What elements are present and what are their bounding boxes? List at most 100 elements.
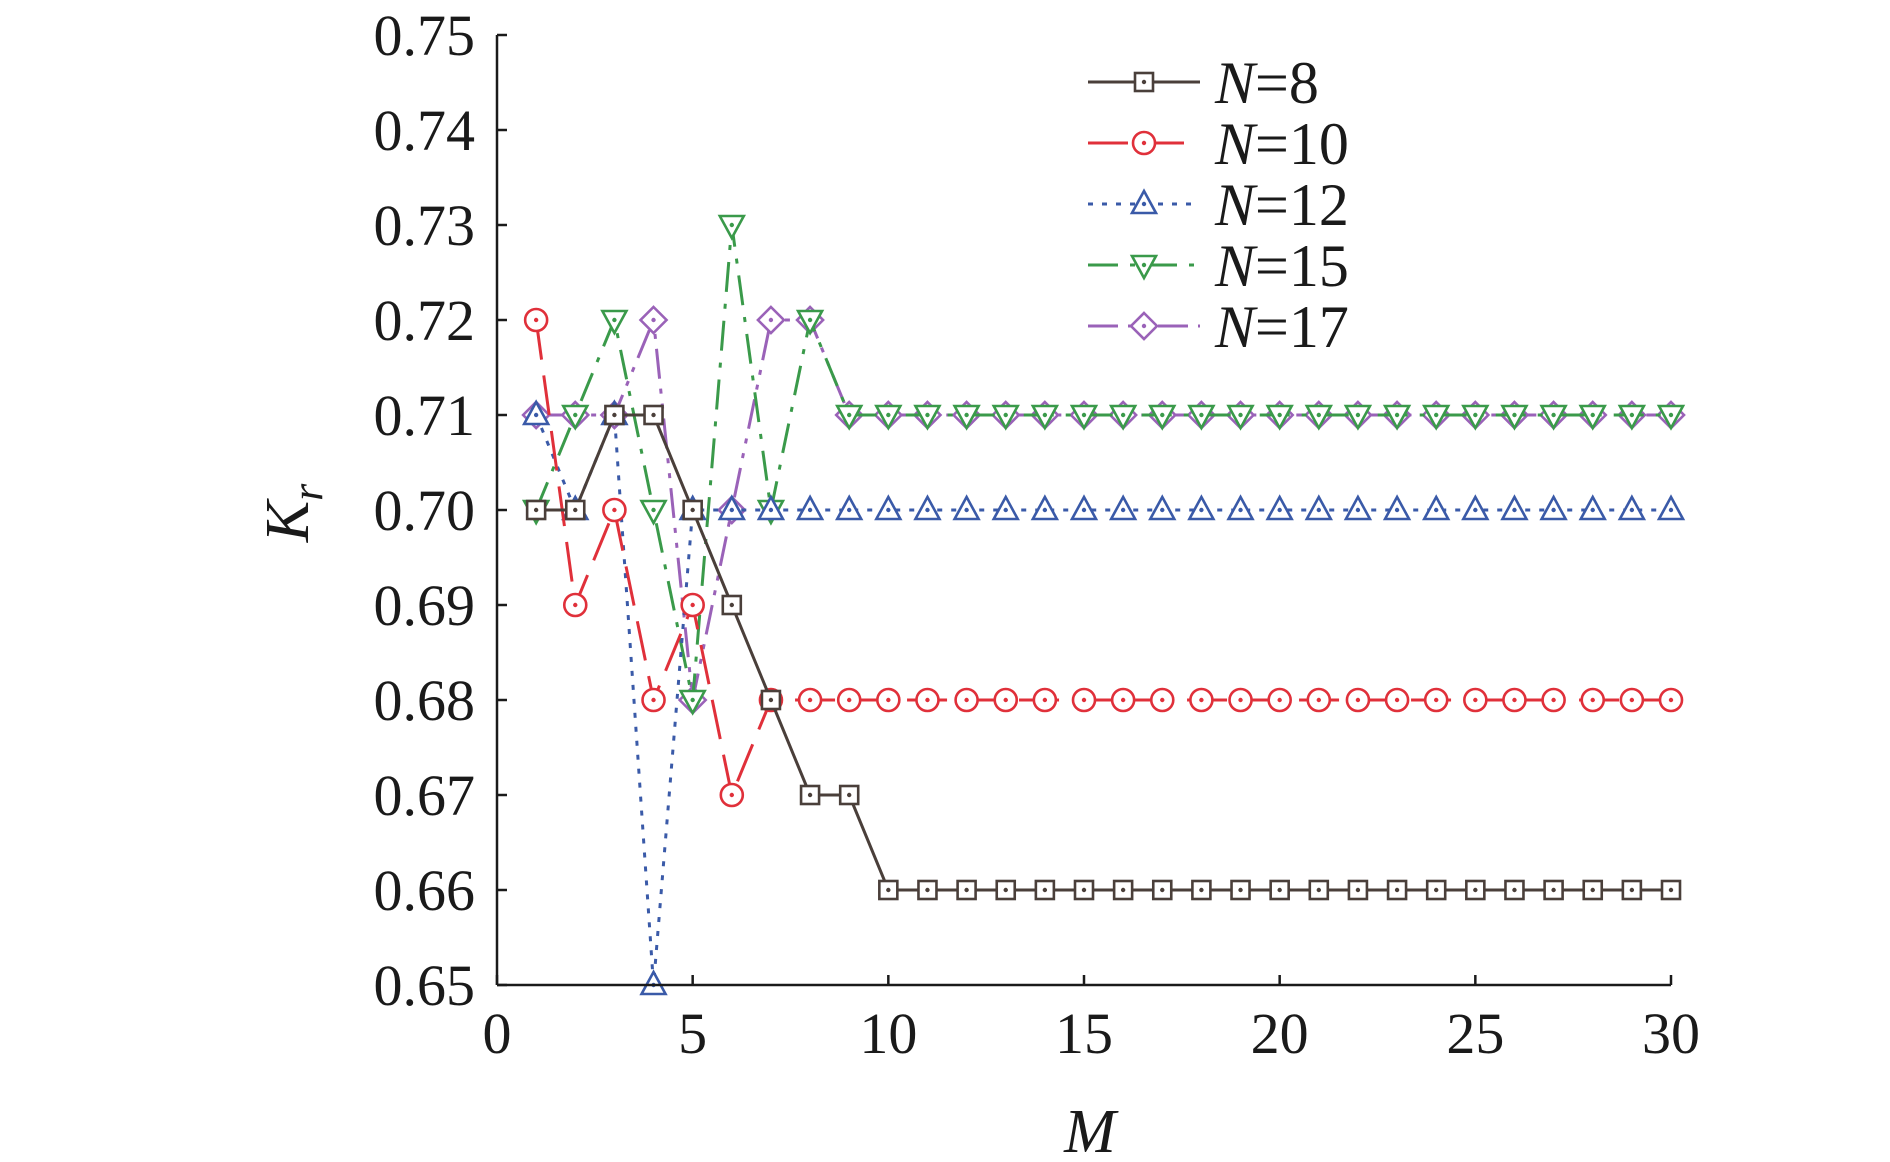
marker-center-dot: [1512, 507, 1517, 513]
marker-center-dot: [1629, 507, 1635, 513]
marker-center-dot: [729, 507, 734, 513]
data-point-n-12: [835, 494, 864, 521]
marker-center-dot: [964, 697, 969, 703]
data-point-n-10: [562, 592, 588, 618]
marker-center-dot: [925, 412, 930, 418]
data-point-n-10: [523, 307, 549, 333]
data-point-n-8: [1191, 879, 1212, 901]
data-point-n-10: [1619, 687, 1645, 713]
data-point-n-8: [760, 689, 782, 711]
data-point-n-10: [1189, 687, 1214, 713]
marker-center-dot: [1434, 507, 1439, 513]
data-point-n-12: [756, 494, 786, 521]
marker-center-dot: [1355, 887, 1361, 893]
legend-label-value: =10: [1255, 111, 1349, 177]
y-tick-label: 0.68: [374, 668, 476, 733]
data-point-n-10: [1228, 687, 1253, 713]
marker-center-dot: [1434, 887, 1439, 893]
marker-center-dot: [1355, 412, 1361, 418]
legend-label-value: =15: [1255, 233, 1349, 299]
marker-center-dot: [612, 507, 617, 513]
marker-center-dot: [1316, 412, 1322, 418]
marker-center-dot: [1512, 887, 1517, 893]
marker-center-dot: [1199, 887, 1204, 893]
marker-center-dot: [1355, 507, 1361, 513]
marker-center-dot: [1629, 697, 1635, 703]
marker-center-dot: [1042, 507, 1048, 513]
marker-center-dot: [1238, 507, 1243, 513]
marker-center-dot: [847, 697, 852, 703]
data-point-n-10: [1110, 687, 1136, 713]
data-point-n-15: [1304, 404, 1333, 431]
marker-center-dot: [1199, 412, 1204, 418]
data-point-n-8: [838, 784, 860, 806]
data-point-n-10: [1580, 687, 1606, 713]
legend-label: N=10: [1214, 111, 1349, 177]
data-point-n-10: [1658, 687, 1684, 713]
marker-center-dot: [1434, 412, 1439, 418]
marker-center-dot: [1316, 507, 1322, 513]
marker-center-dot: [690, 697, 695, 703]
marker-center-dot: [1473, 697, 1478, 703]
data-point-n-10: [602, 497, 627, 523]
data-point-n-15: [1343, 404, 1373, 431]
data-point-n-12: [1382, 494, 1412, 521]
marker-center-dot: [1590, 887, 1595, 893]
series-line-n-10: [534, 319, 1671, 797]
marker-center-dot: [964, 887, 969, 893]
y-axis-title-main: K: [254, 497, 322, 543]
data-point-n-8: [1308, 879, 1330, 901]
marker-center-dot: [1141, 79, 1147, 85]
marker-center-dot: [768, 317, 774, 323]
marker-center-dot: [1473, 507, 1478, 513]
data-point-n-10: [719, 782, 745, 808]
legend: N=8N=10N=12N=15N=17: [1088, 50, 1349, 360]
y-axis-title: Kr: [254, 483, 332, 543]
legend-label-var: N: [1214, 172, 1258, 238]
legend-marker: [1131, 130, 1157, 156]
y-tick-label: 0.67: [374, 763, 476, 828]
data-point-n-10: [915, 687, 940, 713]
marker-center-dot: [1394, 507, 1400, 513]
marker-center-dot: [1120, 507, 1126, 513]
marker-center-dot: [533, 317, 539, 323]
data-point-n-8: [1269, 879, 1290, 901]
data-point-n-8: [1151, 879, 1173, 901]
data-point-n-12: [1265, 494, 1294, 521]
marker-center-dot: [1081, 507, 1087, 513]
data-point-n-15: [1539, 404, 1568, 431]
data-point-n-8: [1621, 879, 1643, 901]
data-point-n-12: [1578, 494, 1607, 521]
data-point-n-15: [1500, 404, 1529, 431]
data-point-n-15: [1108, 404, 1138, 431]
marker-center-dot: [1668, 507, 1674, 513]
marker-center-dot: [964, 412, 969, 418]
marker-center-dot: [1199, 697, 1204, 703]
marker-center-dot: [1120, 697, 1126, 703]
data-point-n-12: [1148, 494, 1177, 521]
data-point-n-15: [1226, 404, 1255, 431]
data-point-n-15: [991, 404, 1020, 431]
series-line-n-8: [536, 413, 1671, 892]
legend-label-var: N: [1214, 294, 1258, 360]
marker-center-dot: [1590, 697, 1595, 703]
data-point-n-8: [1465, 879, 1486, 901]
marker-center-dot: [1141, 201, 1147, 207]
legend-marker: [1129, 254, 1159, 281]
data-point-n-15: [639, 499, 668, 526]
data-point-n-15: [913, 404, 942, 431]
marker-center-dot: [768, 507, 774, 513]
data-point-n-12: [1461, 494, 1490, 521]
marker-center-dot: [847, 792, 852, 798]
data-point-n-8: [878, 879, 899, 901]
legend-label: N=17: [1214, 294, 1349, 360]
data-point-n-8: [1347, 879, 1369, 901]
y-tick-label: 0.66: [374, 858, 476, 923]
legend-marker: [1129, 188, 1159, 215]
data-point-n-17: [756, 305, 786, 335]
marker-center-dot: [886, 412, 891, 418]
ticks-layer: 0 5 10 15 20 25 30 0.65 0.66 0.67 0.68 0.69 0.70 0.71…: [374, 3, 1701, 1066]
data-point-n-8: [564, 499, 586, 521]
marker-center-dot: [651, 697, 656, 703]
data-point-n-15: [1187, 404, 1216, 431]
